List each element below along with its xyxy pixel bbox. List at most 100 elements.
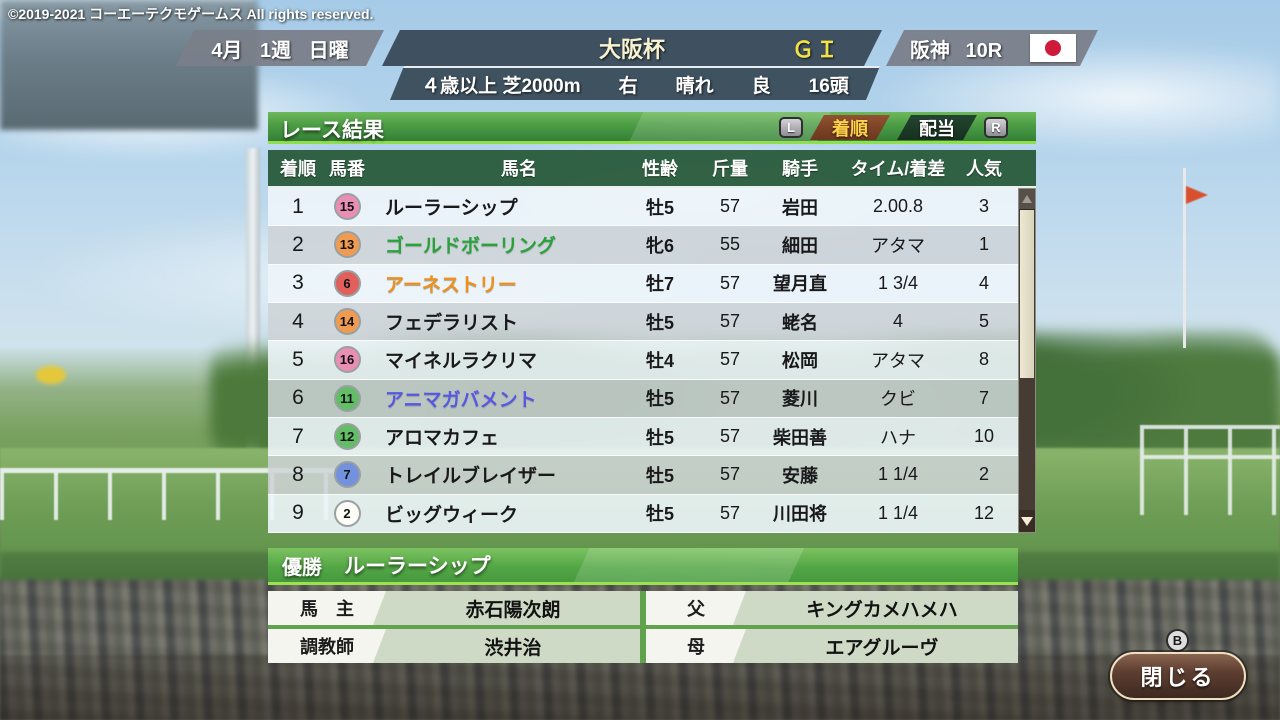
popularity: 5 [978, 311, 989, 332]
scrollbar[interactable] [1018, 188, 1036, 533]
japan-flag-icon [1030, 34, 1076, 62]
race-going: 良 [751, 75, 771, 97]
horse-number-badge: 14 [333, 308, 361, 336]
race-entries: 16頭 [808, 75, 849, 97]
sire-label: 父 [646, 591, 746, 625]
owner-label: 馬 主 [268, 591, 386, 625]
scroll-up-arrow-icon[interactable] [1019, 189, 1035, 210]
finish-position: 7 [292, 424, 304, 448]
horse-name: フェデラリスト [385, 313, 519, 335]
left-bumper-button[interactable]: L [779, 117, 803, 138]
crowd-shadow [0, 655, 1280, 720]
winner-horse-name: ルーラーシップ [344, 555, 491, 578]
race-name: 大阪杯 [598, 37, 665, 62]
horse-name: マイネルラクリマ [385, 351, 538, 373]
jockey-name: 川田将 [773, 504, 827, 525]
horse-name: アニマガバメント [385, 389, 537, 411]
horse-number-badge: 7 [333, 461, 361, 489]
popularity: 2 [978, 464, 989, 485]
carried-weight: 57 [719, 502, 741, 523]
owner-cell: 馬 主 赤石陽次朗 [268, 591, 640, 625]
column-header: 斤量 [712, 159, 748, 179]
sex-age: 牡5 [645, 197, 674, 218]
race-date-label: 4月 1週 日曜 [211, 39, 349, 62]
table-row[interactable]: 5 16 マイネルラクリマ 牡4 57 松岡 アタマ 8 [268, 341, 1018, 380]
table-row[interactable]: 1 15 ルーラーシップ 牡5 57 岩田 2.00.8 3 [268, 188, 1018, 227]
copyright-text: ©2019-2021 コーエーテクモゲームス All rights reserv… [8, 6, 374, 22]
horse-name: トレイルブレイザー [385, 466, 557, 488]
horse-name: アーネストリー [385, 274, 517, 296]
table-row[interactable]: 8 7 トレイルブレイザー 牡5 57 安藤 1 1/4 2 [268, 456, 1018, 495]
close-button[interactable]: 閉じる [1110, 652, 1246, 700]
sex-age: 牡5 [645, 465, 674, 486]
carried-weight: 57 [719, 426, 741, 447]
race-date-banner: 4月 1週 日曜 [176, 30, 384, 66]
track-rail-right [1140, 425, 1280, 515]
race-name-banner: 大阪杯 ＧＩ [382, 30, 882, 66]
horse-number-badge: 15 [333, 193, 361, 221]
venue-banner: 阪神 10R [886, 30, 1098, 66]
flag-pole [1183, 168, 1186, 348]
sex-age: 牡5 [645, 389, 674, 410]
time-or-margin: アタマ [871, 235, 925, 256]
dam-label: 母 [646, 629, 746, 663]
finish-position: 3 [292, 271, 304, 295]
column-header: 着順 [280, 159, 316, 179]
horse-name: ルーラーシップ [385, 198, 518, 220]
race-weather: 晴れ [675, 75, 714, 97]
trainer-label: 調教師 [268, 629, 386, 663]
race-class-course: ４歳以上 芝2000m [421, 75, 581, 97]
dam-value: エアグルーヴ [825, 637, 939, 659]
table-row[interactable]: 2 13 ゴールドボーリング 牝6 55 細田 アタマ 1 [268, 226, 1018, 265]
carried-weight: 55 [719, 234, 741, 255]
close-button-label: 閉じる [1140, 665, 1216, 690]
table-row[interactable]: 3 6 アーネストリー 牡7 57 望月直 1 3/4 4 [268, 264, 1018, 303]
trainer-value: 渋井治 [484, 637, 542, 659]
carried-weight: 57 [719, 272, 741, 293]
table-row[interactable]: 4 14 フェデラリスト 牡5 57 蛯名 4 5 [268, 302, 1018, 342]
time-or-margin: 2.00.8 [872, 196, 924, 217]
column-header: 騎手 [782, 159, 818, 179]
finish-position: 4 [292, 309, 304, 333]
popularity: 12 [973, 502, 995, 523]
time-or-margin: 1 1/4 [877, 464, 919, 485]
popularity: 10 [973, 426, 995, 447]
time-or-margin: アタマ [871, 350, 925, 371]
right-bumper-button[interactable]: R [984, 117, 1008, 138]
tab-controls: L 着順 配当 R [779, 115, 1008, 140]
horse-number-cell: 14 [330, 303, 364, 340]
popularity: 3 [978, 196, 989, 217]
sire-cell: 父 キングカメハメハ [646, 591, 1018, 625]
column-header: 馬番 [329, 159, 365, 179]
finish-position: 6 [292, 386, 304, 410]
carried-weight: 57 [719, 464, 741, 485]
race-grade-badge: ＧＩ [791, 37, 840, 62]
popularity: 8 [978, 349, 989, 370]
table-row[interactable]: 6 11 アニマガバメント 牡5 57 菱川 クビ 7 [268, 379, 1018, 418]
horse-number-cell: 13 [330, 226, 364, 263]
jockey-name: 柴田善 [773, 427, 827, 448]
tab-payouts[interactable]: 配当 [897, 115, 977, 140]
time-or-margin: クビ [880, 389, 916, 410]
carried-weight: 57 [719, 387, 741, 408]
sire-value: キングカメハメハ [806, 599, 958, 621]
column-header: タイム/着差 [850, 159, 946, 179]
table-row[interactable]: 7 12 アロマカフェ 牡5 57 柴田善 ハナ 10 [268, 417, 1018, 457]
b-button-hint: B [1166, 629, 1189, 652]
venue-label: 阪神 10R [910, 39, 1003, 62]
horse-name: ビッグウィーク [385, 504, 519, 526]
popularity: 7 [978, 387, 989, 408]
scrollbar-thumb[interactable] [1020, 210, 1034, 378]
jockey-name: 安藤 [782, 465, 818, 486]
table-row[interactable]: 9 2 ビッグウィーク 牡5 57 川田将 1 1/4 12 [268, 494, 1018, 533]
sex-age: 牡7 [645, 274, 674, 295]
carried-weight: 57 [719, 349, 741, 370]
tab-finish-order[interactable]: 着順 [810, 115, 890, 140]
panel-title-bar: レース結果 L 着順 配当 R [268, 112, 1036, 144]
column-header: 人気 [966, 159, 1002, 179]
scroll-down-arrow-icon[interactable] [1019, 510, 1035, 532]
results-table-body: 1 15 ルーラーシップ 牡5 57 岩田 2.00.8 3 2 13 ゴールド… [268, 188, 1018, 533]
jockey-name: 細田 [782, 235, 818, 256]
horse-number-badge: 16 [333, 346, 361, 374]
